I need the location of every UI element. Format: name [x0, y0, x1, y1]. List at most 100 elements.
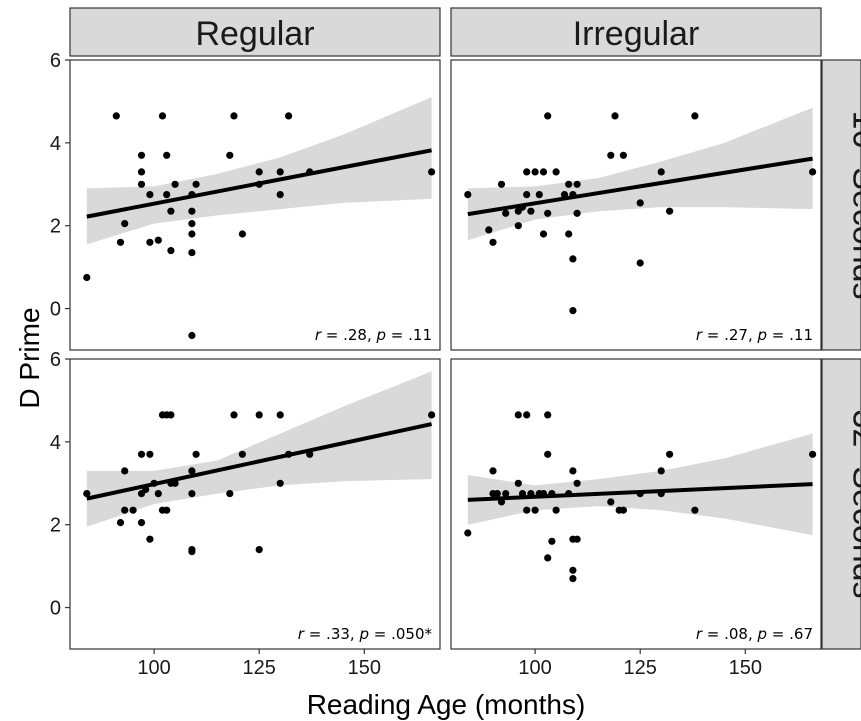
data-point: [573, 180, 581, 188]
data-point: [154, 236, 162, 244]
panel-border: [69, 59, 441, 351]
data-point: [163, 151, 171, 159]
confidence-band: [467, 107, 813, 241]
data-point: [146, 191, 154, 199]
strip-label: Irregular: [573, 15, 700, 53]
data-point: [137, 519, 146, 527]
data-point: [611, 112, 619, 120]
data-point: [544, 209, 552, 217]
data-point: [531, 168, 539, 176]
regression-line: [86, 422, 433, 501]
x-tick-label: 100: [137, 657, 170, 679]
data-point: [636, 259, 644, 267]
data-point: [285, 112, 293, 120]
data-point: [83, 490, 91, 498]
data-point: [539, 168, 548, 176]
y-tick-label: 0: [50, 299, 61, 321]
y-tick-label: 4: [50, 432, 61, 454]
data-point: [137, 450, 146, 458]
data-point: [657, 168, 665, 176]
data-point: [523, 506, 531, 514]
x-tick-label: 150: [348, 657, 381, 679]
data-point: [167, 411, 175, 419]
stat-value: = .67: [767, 625, 813, 643]
data-point: [129, 506, 137, 514]
data-point: [158, 112, 167, 120]
data-point: [121, 506, 129, 514]
x-axis-title: Reading Age (months): [307, 689, 586, 720]
data-point: [497, 180, 506, 188]
regression-line: [467, 156, 813, 217]
stat-symbol: r: [315, 326, 322, 344]
data-point: [188, 207, 196, 215]
data-point: [276, 168, 284, 176]
data-point: [607, 498, 615, 506]
data-point: [230, 411, 238, 419]
data-point: [565, 230, 573, 238]
data-point: [636, 199, 644, 207]
data-point: [188, 467, 196, 475]
data-point: [548, 537, 556, 545]
data-point: [137, 180, 146, 188]
data-point: [226, 151, 234, 159]
data-point: [485, 226, 493, 234]
stat-symbol: p: [757, 326, 768, 344]
correlation-annotation: r = .08, p = .67: [696, 625, 813, 643]
y-axis-title: D Prime: [14, 307, 45, 408]
data-point: [167, 207, 175, 215]
data-point: [163, 506, 171, 514]
strip-background: [450, 7, 822, 57]
data-point: [809, 450, 817, 458]
data-point: [544, 112, 552, 120]
data-point: [502, 209, 510, 217]
data-point: [188, 331, 196, 340]
data-point: [192, 450, 200, 458]
data-point: [531, 506, 539, 514]
data-point: [255, 546, 263, 554]
y-tick-label: 6: [50, 50, 61, 72]
strip-background: [69, 7, 441, 57]
stat-value: = .28,: [321, 326, 377, 344]
data-point: [464, 529, 472, 537]
panel-16-seconds-irregular: r = .27, p = .11: [450, 59, 822, 351]
data-point: [552, 506, 560, 514]
data-point: [188, 220, 196, 228]
data-point: [523, 411, 531, 419]
data-point: [230, 112, 238, 120]
data-point: [83, 273, 91, 282]
data-point: [569, 575, 577, 583]
data-point: [691, 506, 699, 514]
data-point: [163, 191, 171, 199]
column-strip-irregular: Irregular: [450, 7, 822, 57]
data-point: [544, 411, 552, 419]
data-point: [539, 230, 548, 238]
data-point: [535, 191, 543, 199]
data-point: [489, 238, 497, 246]
data-point: [573, 209, 581, 217]
strip-label: 16–Seconds: [846, 110, 861, 299]
data-point: [171, 180, 179, 188]
confidence-band: [467, 433, 813, 536]
data-point: [514, 222, 522, 230]
data-point: [565, 180, 573, 188]
data-point: [188, 546, 196, 554]
strip-background: [821, 358, 861, 650]
data-point: [619, 506, 628, 514]
data-point: [514, 411, 522, 419]
data-point: [276, 479, 284, 487]
stat-symbol: r: [696, 625, 703, 643]
data-point: [188, 490, 196, 498]
row-strip-32-seconds: 32–Seconds: [821, 358, 861, 650]
panels-layer: r = .28, p = .11 r = .27, p = .11r = .33,…: [69, 59, 822, 650]
data-point: [276, 411, 284, 419]
x-tick-label: 100: [518, 657, 551, 679]
data-point: [428, 411, 436, 419]
data-point: [188, 249, 196, 257]
stat-value: = .27,: [702, 326, 758, 344]
data-point: [552, 168, 560, 176]
data-point: [607, 151, 615, 159]
data-point: [573, 535, 581, 543]
column-strip-regular: Regular: [69, 7, 441, 57]
data-point: [146, 450, 154, 458]
y-tick-label: 6: [50, 349, 61, 371]
